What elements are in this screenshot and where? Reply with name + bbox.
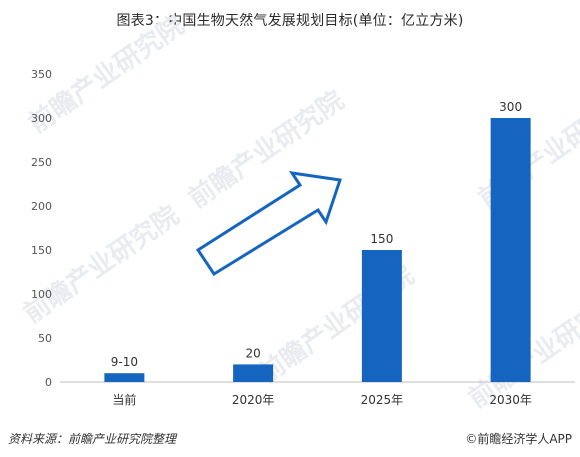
y-tick-label: 250 <box>31 156 52 169</box>
x-tick-label: 2020年 <box>232 393 275 407</box>
y-tick-label: 50 <box>38 332 52 345</box>
y-tick-label: 150 <box>31 244 52 257</box>
x-tick-label: 当前 <box>112 392 136 407</box>
bar <box>361 250 402 382</box>
source-note: 资料来源：前瞻产业研究院整理 <box>8 432 177 446</box>
y-tick-label: 350 <box>31 68 52 81</box>
data-label: 300 <box>499 100 522 114</box>
x-tick-label: 2030年 <box>489 393 532 407</box>
brand-credit: ©前瞻经济学人APP <box>465 432 572 446</box>
x-tick-label: 2025年 <box>361 393 404 407</box>
data-label: 150 <box>370 232 393 246</box>
y-tick-label: 200 <box>31 200 52 213</box>
y-tick-label: 100 <box>31 288 52 301</box>
bar <box>104 373 145 382</box>
bar <box>490 118 531 382</box>
y-tick-label: 300 <box>31 112 52 125</box>
growth-arrow-icon <box>195 171 342 277</box>
data-label: 9-10 <box>111 355 138 369</box>
data-label: 20 <box>245 346 260 360</box>
bar <box>233 364 274 382</box>
y-tick-label: 0 <box>45 376 52 389</box>
chart-title: 图表3：中国生物天然气发展规划目标(单位：亿立方米) <box>116 13 464 29</box>
